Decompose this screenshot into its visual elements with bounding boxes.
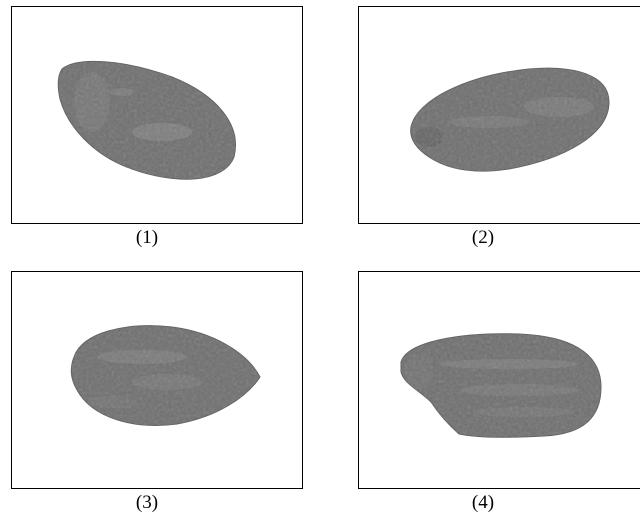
seed-image-3 (70, 325, 261, 426)
seed-image-2 (410, 67, 610, 172)
panel-caption-1: (1) (135, 227, 159, 248)
seed-panel-3 (11, 271, 303, 489)
seed-panel-1 (11, 6, 303, 224)
seed-image-1 (57, 61, 236, 180)
seed-image-4 (400, 333, 602, 438)
panel-caption-3: (3) (135, 492, 159, 513)
seed-panel-4 (358, 271, 640, 489)
seed-panel-2 (358, 6, 640, 224)
panel-caption-2: (2) (471, 227, 495, 248)
panel-caption-4: (4) (471, 492, 495, 513)
